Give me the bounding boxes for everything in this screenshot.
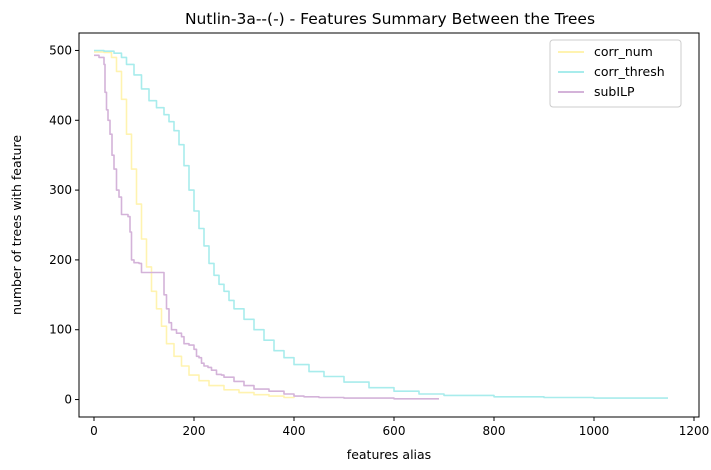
legend-label-corr-thresh: corr_thresh bbox=[594, 64, 665, 79]
y-axis-label: number of trees with feature bbox=[9, 135, 24, 315]
x-tick-label: 800 bbox=[483, 424, 506, 438]
legend-label-corr-num: corr_num bbox=[594, 44, 653, 59]
x-tick-label: 1000 bbox=[579, 424, 610, 438]
legend-box bbox=[549, 39, 682, 108]
y-axis: 0 100 200 300 400 500 bbox=[49, 43, 79, 407]
y-tick-label: 200 bbox=[49, 253, 72, 267]
x-axis-label: features alias bbox=[347, 447, 431, 462]
x-tick-label: 200 bbox=[183, 424, 206, 438]
series-layer bbox=[94, 49, 668, 400]
x-tick-label: 400 bbox=[283, 424, 306, 438]
series-line-subILP bbox=[94, 54, 439, 400]
y-tick-label: 300 bbox=[49, 183, 72, 197]
y-tick-label: 500 bbox=[49, 43, 72, 57]
plot-frame bbox=[78, 32, 700, 418]
x-tick-label: 0 bbox=[90, 424, 98, 438]
legend: corr_num corr_thresh subILP bbox=[549, 39, 682, 108]
series-line-corr-num bbox=[94, 51, 295, 399]
y-tick-label: 100 bbox=[49, 323, 72, 337]
series-line-corr-thresh bbox=[94, 49, 668, 399]
x-tick-label: 1200 bbox=[679, 424, 710, 438]
legend-label-subILP: subILP bbox=[594, 84, 635, 99]
y-tick-label: 0 bbox=[64, 393, 72, 407]
x-tick-label: 600 bbox=[383, 424, 406, 438]
y-tick-label: 400 bbox=[49, 113, 72, 127]
chart-title: Nutlin-3a--(-) - Features Summary Betwee… bbox=[185, 10, 595, 28]
x-axis: 0 200 400 600 800 1000 1200 bbox=[90, 417, 709, 438]
